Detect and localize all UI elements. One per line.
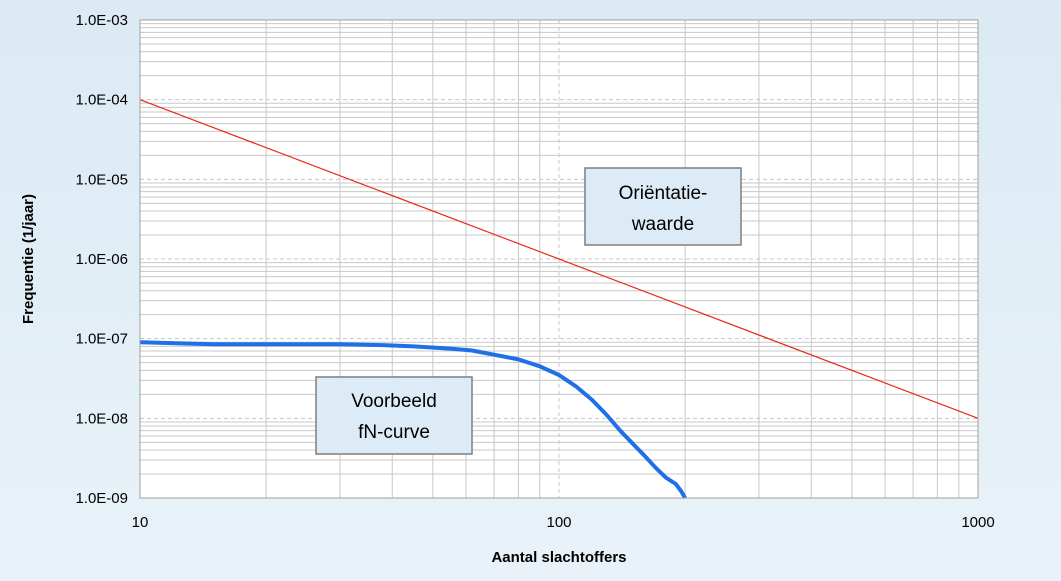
x-tick-label: 10 [132,514,149,531]
y-tick-label: 1.0E-06 [75,251,128,268]
callout-orientatie-box [584,167,742,246]
y-tick-label: 1.0E-07 [75,331,128,348]
callout-voorbeeld: Voorbeeld fN-curve [315,376,473,455]
callout-voorbeeld-line-1: Voorbeeld [351,391,437,412]
series-line-orientatiewaarde [139,99,979,419]
series-line-fn-curve [139,340,687,499]
y-tick-labels: 1.0E-09 1.0E-08 1.0E-07 1.0E-06 1.0E-05 1.0E-… [75,12,128,507]
x-tick-labels: 10 100 1000 [132,514,995,531]
callout-orientatie: Oriëntatie- waarde [584,167,742,246]
x-tick-label: 100 [546,514,571,531]
x-tick-label: 1000 [961,514,994,531]
grid [140,20,978,498]
y-tick-label: 1.0E-09 [75,490,128,507]
callout-voorbeeld-box [315,376,473,455]
y-axis-title: Frequentie (1/jaar) [20,194,37,324]
y-tick-label: 1.0E-04 [75,92,128,109]
callout-orientatie-line-2: waarde [631,214,694,235]
y-tick-label: 1.0E-08 [75,410,128,427]
plot-border [139,19,979,499]
series-layer [139,99,979,499]
y-tick-label: 1.0E-05 [75,171,128,188]
callout-orientatie-line-1: Oriëntatie- [619,183,708,204]
callout-voorbeeld-line-2: fN-curve [358,422,430,443]
x-axis-title: Aantal slachtoffers [491,549,626,566]
y-tick-label: 1.0E-03 [75,12,128,29]
